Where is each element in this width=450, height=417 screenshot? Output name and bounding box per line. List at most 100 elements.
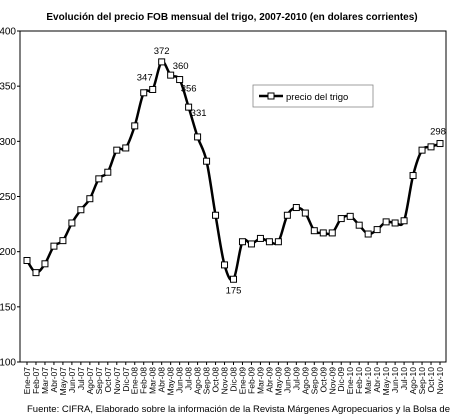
data-point xyxy=(113,146,121,154)
data-point xyxy=(373,226,381,234)
data-point xyxy=(59,237,67,245)
x-tick-label: Jun-07 xyxy=(67,367,77,393)
x-tick-label: Ago-08 xyxy=(193,367,203,395)
data-point xyxy=(310,227,318,235)
x-tick-label: Feb-09 xyxy=(246,367,256,394)
x-tick-label: Nov-10 xyxy=(435,367,445,395)
x-tick-label: Nov-08 xyxy=(220,367,230,395)
data-point xyxy=(409,172,417,180)
data-point xyxy=(427,143,435,151)
x-tick-label: Sep-09 xyxy=(309,367,319,395)
x-tick-label: Ene-07 xyxy=(22,367,32,395)
source-note: Fuente: CIFRA, Elaborado sobre la inform… xyxy=(27,404,450,415)
data-point xyxy=(238,238,246,246)
x-tick-label: Sep-07 xyxy=(94,367,104,395)
x-tick-label: Mar-09 xyxy=(255,367,265,394)
x-tick-label: May-10 xyxy=(381,367,391,396)
legend-marker-sample xyxy=(267,92,275,100)
x-tick-label: Ene-09 xyxy=(237,367,247,395)
y-axis: 100 150 200 250 300 350 400 xyxy=(0,27,20,369)
data-point xyxy=(337,215,345,223)
x-tick-label: Abr-10 xyxy=(372,367,382,393)
x-tick-label: Dic-08 xyxy=(229,367,239,392)
x-tick-label: Jun-10 xyxy=(390,367,400,393)
chart-title: Evolución del precio FOB mensual del tri… xyxy=(46,12,417,23)
data-label: 360 xyxy=(173,61,189,72)
x-tick-label: Feb-07 xyxy=(31,367,41,394)
data-point xyxy=(86,195,94,203)
data-point xyxy=(167,71,175,79)
x-tick-label: Feb-08 xyxy=(139,367,149,394)
x-tick-label: Feb-10 xyxy=(354,367,364,394)
data-point xyxy=(265,238,273,246)
data-point xyxy=(104,168,112,176)
x-tick-label: Abr-07 xyxy=(49,367,59,393)
x-tick-label: Ago-10 xyxy=(408,367,418,395)
data-label: 298 xyxy=(430,127,446,138)
data-point xyxy=(41,260,49,268)
x-tick-label: Oct-09 xyxy=(318,367,328,393)
data-point xyxy=(131,122,139,130)
data-point xyxy=(149,85,157,93)
x-tick-label: Jul-09 xyxy=(291,367,301,390)
x-tick-label: Ago-09 xyxy=(300,367,310,395)
data-point xyxy=(77,206,85,214)
x-tick-label: Jul-07 xyxy=(76,367,86,390)
data-label: 356 xyxy=(181,84,197,95)
data-point xyxy=(230,275,237,283)
data-point xyxy=(50,242,58,250)
y-tick-label: 150 xyxy=(0,302,16,313)
x-tick-label: Dic-09 xyxy=(336,367,346,392)
data-point xyxy=(212,211,220,219)
data-point xyxy=(283,211,291,219)
x-tick-label: May-07 xyxy=(58,367,68,396)
x-tick-label: Nov-07 xyxy=(112,367,122,395)
y-tick-label: 200 xyxy=(0,247,16,258)
x-tick-label: May-09 xyxy=(273,367,283,396)
data-label: 372 xyxy=(154,46,170,57)
data-point xyxy=(68,219,76,227)
x-tick-label: Ago-07 xyxy=(85,367,95,395)
x-tick-label: Nov-09 xyxy=(327,367,337,395)
data-point xyxy=(364,230,372,238)
data-point xyxy=(158,58,166,66)
x-tick-label: Jul-10 xyxy=(399,367,409,390)
data-point xyxy=(382,218,390,226)
data-point xyxy=(355,221,363,229)
data-point xyxy=(274,238,282,246)
x-tick-label: Oct-07 xyxy=(103,367,113,393)
x-tick-label: Jun-09 xyxy=(282,367,292,393)
x-tick-label: Jun-08 xyxy=(175,367,185,393)
data-point xyxy=(418,146,426,154)
data-point xyxy=(346,212,354,220)
data-point xyxy=(23,256,31,264)
legend: precio del trigo xyxy=(252,84,374,108)
data-label: 331 xyxy=(191,108,207,119)
y-tick-label: 300 xyxy=(0,137,16,148)
data-point xyxy=(328,229,336,237)
x-tick-label: Sep-08 xyxy=(202,367,212,395)
data-point xyxy=(185,103,193,111)
x-tick-label: Oct-10 xyxy=(426,367,436,393)
x-tick-label: Mar-07 xyxy=(40,367,50,394)
data-point xyxy=(95,175,103,183)
data-point xyxy=(391,219,399,227)
x-tick-label: Ene-08 xyxy=(130,367,140,395)
x-tick-label: Oct-08 xyxy=(211,367,221,393)
legend-box xyxy=(252,84,374,108)
x-tick-label: Mar-10 xyxy=(363,367,373,394)
data-point xyxy=(140,89,148,97)
data-point xyxy=(221,261,229,269)
y-tick-label: 350 xyxy=(0,82,16,93)
data-point xyxy=(32,269,40,277)
data-point xyxy=(256,234,264,242)
data-markers xyxy=(23,58,444,283)
y-tick-label: 250 xyxy=(0,192,16,203)
x-tick-label: Jul-08 xyxy=(184,367,194,390)
data-point xyxy=(436,140,444,148)
x-tick-label: Sep-10 xyxy=(417,367,427,395)
data-label: 175 xyxy=(226,285,242,296)
data-point xyxy=(400,217,408,225)
x-tick-label: Abr-08 xyxy=(157,367,167,393)
